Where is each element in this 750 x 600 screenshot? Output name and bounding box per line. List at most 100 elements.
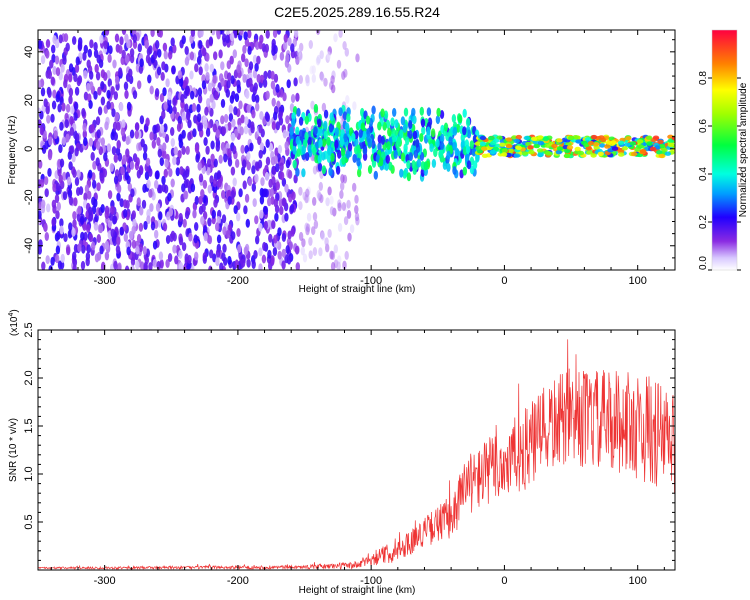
spectrogram-cell xyxy=(181,242,187,252)
spectrogram-cell xyxy=(377,142,382,152)
spectrogram-cell xyxy=(59,218,64,228)
spectrogram-cell xyxy=(413,149,418,159)
spectrogram-cell xyxy=(211,209,216,219)
spectrogram-cell xyxy=(337,149,342,159)
spectrogram-cell xyxy=(352,101,357,111)
spectrogram-cell xyxy=(170,37,175,47)
spectrogram-cell xyxy=(244,116,249,126)
spectrogram-cell xyxy=(537,141,545,146)
spectrogram-cell xyxy=(354,137,359,147)
spectrogram-cell xyxy=(270,80,276,90)
spectrogram-cell xyxy=(232,145,237,155)
spectrogram-cell xyxy=(652,135,660,140)
spectrogram-cell xyxy=(178,212,183,222)
spectrogram-cell xyxy=(452,166,457,175)
spectrogram-cell xyxy=(296,107,301,117)
spectrogram-cell xyxy=(227,196,232,205)
spectrogram-cell xyxy=(212,178,218,188)
spectrogram-cell xyxy=(394,119,399,129)
spectrogram-cell xyxy=(139,206,144,216)
spectrogram-cell xyxy=(121,30,127,35)
spectrogram-cell xyxy=(71,227,76,237)
spectrogram-cell xyxy=(308,40,313,49)
spectrogram-cell xyxy=(116,184,122,194)
spectrogram-cell xyxy=(337,202,342,212)
spectrogram-cell xyxy=(346,209,352,219)
spectrogram-cell xyxy=(273,111,278,121)
spectrogram-cell xyxy=(271,176,276,186)
spectrogram-cell xyxy=(63,233,68,243)
spectrogram-cell xyxy=(152,131,157,141)
spectrogram-cell xyxy=(113,175,119,185)
spectrogram-cell xyxy=(182,218,187,228)
spectrogram-cell xyxy=(285,245,290,254)
spectrogram-cell xyxy=(384,161,389,171)
spectrogram-x-axis-label: Height of straight line (km) xyxy=(299,284,416,295)
spectrogram-cell xyxy=(72,251,77,261)
spectrogram-cell xyxy=(171,65,176,75)
spectrogram-cell xyxy=(207,217,212,227)
spectrogram-cell xyxy=(126,101,132,111)
spectrogram-cell xyxy=(181,129,186,139)
spectrogram-cell xyxy=(318,127,324,137)
spectrogram-cell xyxy=(158,211,163,221)
spectrogram-cell xyxy=(73,197,78,207)
spectrogram-cell xyxy=(258,222,263,232)
spectrogram-cell xyxy=(469,165,475,175)
spectrogram-cell xyxy=(236,64,241,74)
spectrogram-cell xyxy=(81,107,86,117)
spectrogram-cell xyxy=(251,109,256,119)
spectrogram-cell xyxy=(396,136,402,146)
spectrogram-cell xyxy=(271,220,276,230)
spectrogram-cell xyxy=(99,34,104,44)
spectrogram-cell xyxy=(246,258,251,268)
spectrogram-cell xyxy=(256,73,261,83)
spectrogram-cell xyxy=(304,131,309,141)
spectrogram-cell xyxy=(172,156,177,166)
spectrogram-cell xyxy=(286,79,291,89)
spectrogram-cell xyxy=(302,253,308,263)
spectrogram-cell xyxy=(139,58,144,68)
spectrogram-cell xyxy=(323,130,328,140)
spectrogram-cell xyxy=(227,121,232,131)
spectrogram-cell xyxy=(282,198,287,207)
spectrogram-cell xyxy=(236,84,242,94)
spectrogram-cell xyxy=(136,197,141,207)
spectrogram-cell xyxy=(175,156,181,166)
chart-title: C2E5.2025.289.16.55.R24 xyxy=(274,4,440,20)
spectrogram-cell xyxy=(187,254,192,264)
spectrogram-cell xyxy=(134,122,140,132)
spectrogram-cell xyxy=(52,66,57,75)
spectrogram-cell xyxy=(262,241,267,251)
spectrogram-cell xyxy=(83,91,89,101)
spectrogram-cell xyxy=(123,233,128,242)
spectrogram-cell xyxy=(259,111,264,120)
spectrogram-cell xyxy=(206,158,212,168)
spectrogram-cell xyxy=(225,34,230,44)
spectrogram-cell xyxy=(149,131,154,141)
spectrogram-cell xyxy=(168,207,173,217)
spectrogram-cell xyxy=(220,115,225,125)
y-tick-label: 1.0 xyxy=(23,466,35,481)
spectrogram-cell xyxy=(222,33,227,43)
spectrogram-cell xyxy=(377,121,382,131)
spectrogram-cell xyxy=(275,83,280,93)
spectrogram-cell xyxy=(244,193,250,203)
spectrogram-cell xyxy=(342,174,348,184)
spectrogram-cell xyxy=(211,30,216,36)
spectrogram-cell xyxy=(233,205,238,215)
spectrogram-cell xyxy=(203,120,208,130)
spectrogram-cell xyxy=(234,128,239,138)
spectrogram-cell xyxy=(74,86,80,96)
spectrogram-cell xyxy=(259,209,264,219)
spectrogram-cell xyxy=(187,131,192,141)
spectrogram-cell xyxy=(252,54,258,64)
spectrogram-cell xyxy=(45,39,51,48)
spectrogram-cell xyxy=(92,179,97,189)
spectrogram-cell xyxy=(137,43,142,53)
spectrogram-cell xyxy=(274,212,279,222)
spectrogram-cell xyxy=(140,261,145,270)
spectrogram-cell xyxy=(163,123,168,133)
spectrogram-cell xyxy=(329,195,334,205)
spectrogram-cell xyxy=(172,97,177,107)
